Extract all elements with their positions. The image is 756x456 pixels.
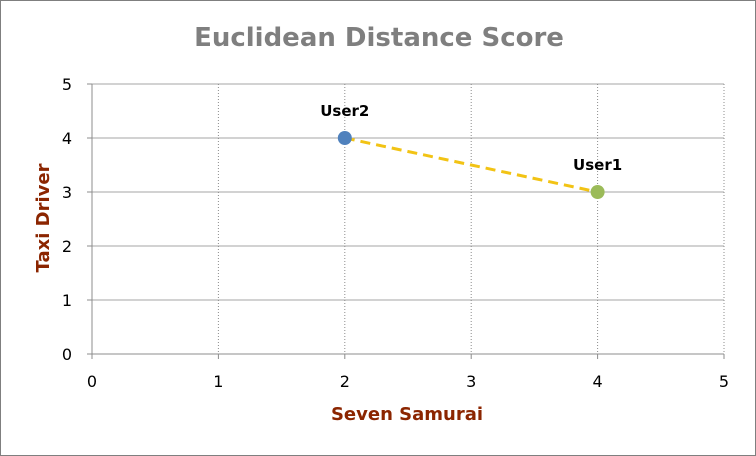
point-label-user1: User1 (573, 156, 622, 174)
point-label-user2: User2 (320, 102, 369, 120)
y-tick-label: 5 (62, 75, 72, 94)
x-axis-title: Seven Samurai (331, 404, 483, 425)
y-tick-label: 3 (62, 183, 72, 202)
x-tick-label: 0 (87, 372, 97, 391)
y-tick-label: 2 (62, 237, 72, 256)
point-user2 (337, 131, 352, 145)
y-tick-label: 0 (62, 345, 72, 364)
x-tick-label: 4 (593, 372, 603, 391)
point-user1 (590, 185, 605, 199)
x-tick-label: 3 (466, 372, 476, 391)
y-tick-label: 1 (62, 291, 72, 310)
distance-connector-line (344, 136, 598, 194)
y-axis-title: Taxi Driver (33, 163, 54, 272)
y-tick-label: 4 (62, 129, 72, 148)
x-tick-label: 2 (340, 372, 350, 391)
x-tick-label: 5 (719, 372, 729, 391)
x-tick-label: 1 (213, 372, 223, 391)
chart-title: Euclidean Distance Score (194, 23, 564, 53)
